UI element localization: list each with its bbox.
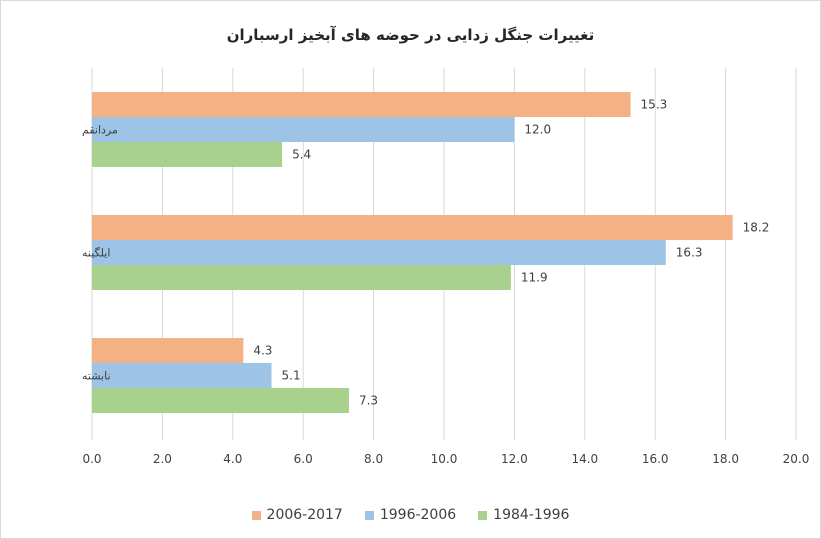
legend-swatch-series-2 [364,510,374,520]
x-tick-label-1: 2.0 [153,452,172,466]
legend-item-series-3: 1984-1996 [478,507,569,523]
chart-title: تغییرات جنگل زدایی در حوضه های آبخیز ارس… [226,26,595,44]
category-label-2: نابشته [82,370,111,383]
x-tick-label-10: 20.0 [783,452,810,466]
bar-1-1 [92,240,666,265]
x-tick-label-6: 12.0 [501,452,528,466]
bar-0-0 [92,92,631,117]
x-tick-label-3: 6.0 [294,452,313,466]
x-tick-label-7: 14.0 [571,452,598,466]
legend: 2006-2017 1996-2006 1984-1996 [0,507,821,523]
data-label-0-2: 5.4 [292,148,311,162]
data-label-1-2: 11.9 [521,271,548,285]
x-tick-label-2: 4.0 [223,452,242,466]
data-label-1-0: 18.2 [743,221,770,235]
bar-1-2 [92,265,511,290]
bar-2-1 [92,363,272,388]
category-label-1: ایلگینه [82,247,110,260]
legend-item-series-2: 1996-2006 [364,507,457,523]
x-tick-label-9: 18.0 [712,452,739,466]
x-tick-label-8: 16.0 [642,452,669,466]
bar-2-2 [92,388,349,413]
data-label-2-1: 5.1 [282,369,301,383]
legend-swatch-series-3 [478,510,488,520]
bar-1-0 [92,215,733,240]
x-tick-label-5: 10.0 [431,452,458,466]
bar-0-2 [92,142,283,167]
data-label-2-2: 7.3 [359,394,378,408]
legend-label-series-2: 1996-2006 [379,507,457,523]
x-tick-label-4: 8.0 [364,452,383,466]
legend-label-series-1: 2006-2017 [266,507,343,523]
x-tick-label-0: 0.0 [82,452,101,466]
data-label-2-0: 4.3 [253,344,272,358]
data-label-0-0: 15.3 [641,98,668,112]
category-label-0: مردانقم [82,124,118,137]
bar-0-1 [92,117,515,142]
data-label-0-1: 12.0 [524,123,551,137]
bar-2-0 [92,338,244,363]
legend-swatch-series-1 [251,510,261,520]
legend-item-series-1: 2006-2017 [251,507,343,523]
legend-label-series-3: 1984-1996 [493,507,570,523]
data-label-1-1: 16.3 [676,246,703,260]
